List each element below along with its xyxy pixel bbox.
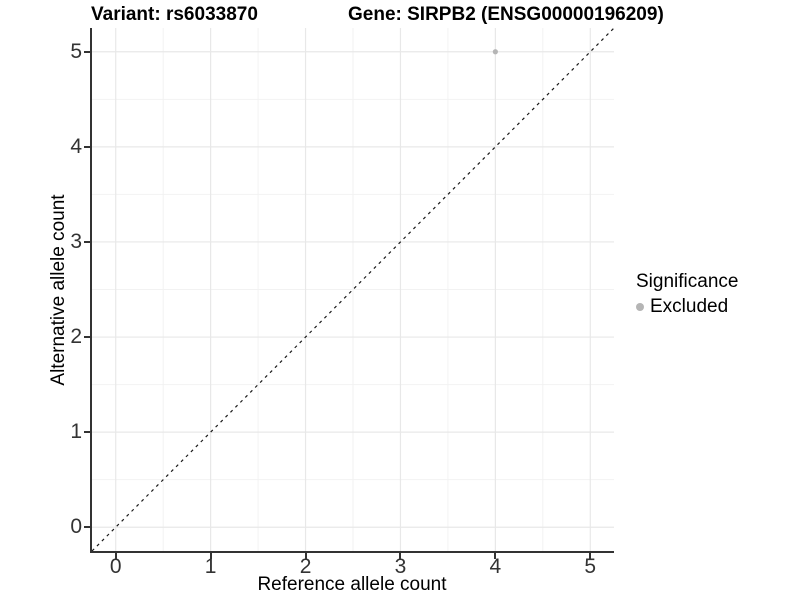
y-tick-label: 4 (70, 134, 82, 158)
y-tick-mark (84, 526, 90, 529)
y-tick-label: 2 (70, 325, 82, 349)
x-tick-mark (494, 553, 497, 559)
x-tick-label: 5 (584, 555, 597, 578)
x-tick-label: 0 (109, 555, 122, 578)
y-tick-label: 5 (70, 39, 82, 63)
legend-item-label: Excluded (650, 296, 729, 317)
x-tick-mark (399, 553, 402, 559)
x-tick-label: 3 (394, 555, 407, 578)
y-tick-label: 0 (70, 515, 82, 539)
legend-title: Significance (636, 271, 739, 292)
x-tick-mark (304, 553, 307, 559)
plot-panel (90, 28, 614, 553)
y-tick-mark (84, 145, 90, 148)
legend: Significance Excluded (636, 271, 738, 318)
plot-title-variant: Variant: rs6033870 (91, 4, 258, 25)
y-tick-mark (84, 336, 90, 339)
plot-panel-canvas (92, 28, 614, 551)
plot-title-gene: Gene: SIRPB2 (ENSG00000196209) (348, 4, 664, 25)
y-tick-label: 3 (70, 229, 82, 253)
legend-point-icon (636, 303, 644, 311)
data-point (492, 49, 498, 55)
x-axis-title: Reference allele count (257, 574, 447, 595)
x-tick-label: 2 (299, 555, 312, 578)
y-tick-mark (84, 431, 90, 434)
x-tick-label: 4 (489, 555, 502, 578)
y-tick-mark (84, 50, 90, 53)
y-tick-mark (84, 240, 90, 243)
x-tick-mark (209, 553, 212, 559)
y-axis-title: Alternative allele count (48, 194, 69, 386)
x-tick-mark (589, 553, 592, 559)
x-tick-label: 1 (204, 555, 217, 578)
legend-item-excluded: Excluded (636, 296, 738, 318)
y-tick-label: 1 (70, 420, 82, 444)
x-tick-mark (114, 553, 117, 559)
